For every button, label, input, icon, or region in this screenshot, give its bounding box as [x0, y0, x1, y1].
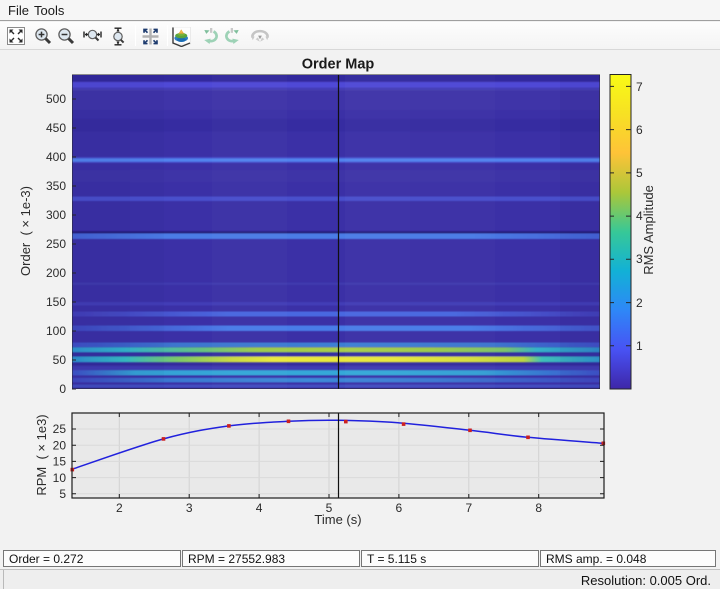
svg-text:Time (s): Time (s)	[314, 512, 361, 527]
svg-text:250: 250	[46, 237, 66, 251]
svg-text:3: 3	[636, 252, 643, 266]
svg-text:15: 15	[53, 455, 67, 469]
svg-text:3: 3	[186, 501, 193, 515]
svg-text:5: 5	[636, 166, 643, 180]
svg-text:RPM ( × 1e3): RPM ( × 1e3)	[34, 414, 49, 495]
svg-text:350: 350	[46, 179, 66, 193]
svg-text:10: 10	[53, 471, 67, 485]
svg-text:6: 6	[636, 123, 643, 137]
svg-text:4: 4	[256, 501, 263, 515]
svg-text:200: 200	[46, 266, 66, 280]
svg-text:5: 5	[59, 487, 66, 501]
svg-text:5: 5	[326, 501, 333, 515]
svg-text:Order Map: Order Map	[302, 57, 375, 73]
svg-text:100: 100	[46, 324, 66, 338]
svg-text:500: 500	[46, 92, 66, 106]
svg-text:4: 4	[636, 209, 643, 223]
svg-text:450: 450	[46, 121, 66, 135]
svg-text:20: 20	[53, 438, 67, 452]
svg-text:400: 400	[46, 150, 66, 164]
svg-text:8: 8	[535, 501, 542, 515]
svg-text:7: 7	[465, 501, 472, 515]
svg-text:300: 300	[46, 208, 66, 222]
svg-text:1: 1	[636, 339, 643, 353]
svg-text:50: 50	[53, 353, 67, 367]
svg-text:RMS Amplitude: RMS Amplitude	[641, 185, 656, 275]
svg-text:Order ( × 1e-3): Order ( × 1e-3)	[18, 186, 33, 276]
svg-text:0: 0	[59, 382, 66, 396]
svg-text:2: 2	[116, 501, 123, 515]
svg-text:150: 150	[46, 295, 66, 309]
svg-text:6: 6	[396, 501, 403, 515]
svg-text:7: 7	[636, 80, 643, 94]
svg-text:2: 2	[636, 296, 643, 310]
svg-text:25: 25	[53, 422, 67, 436]
